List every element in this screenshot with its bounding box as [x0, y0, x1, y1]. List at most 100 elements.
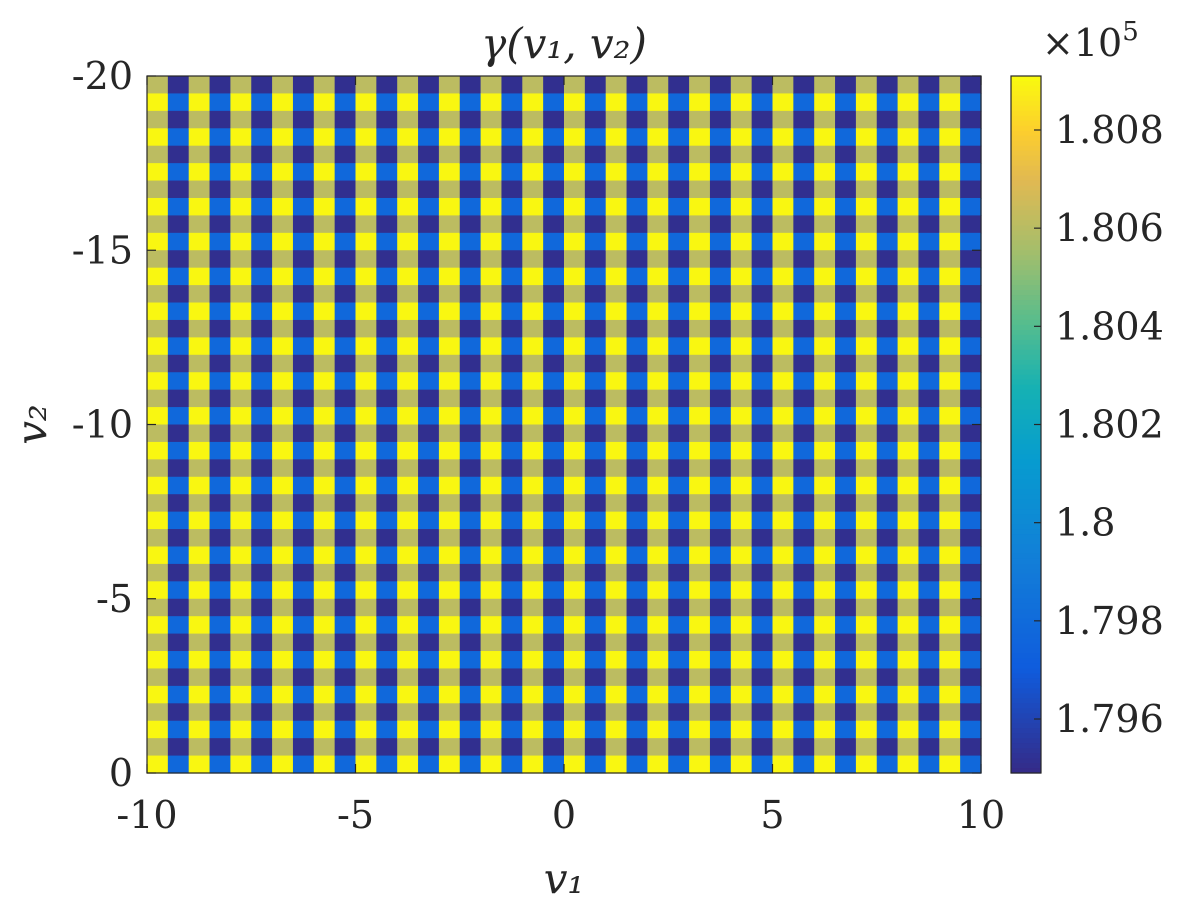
heatmap-cell — [355, 389, 377, 408]
heatmap-cell — [522, 93, 544, 112]
heatmap-cell — [835, 128, 857, 147]
heatmap-cell — [939, 459, 961, 478]
heatmap-cell — [313, 302, 336, 321]
heatmap-cell — [438, 598, 461, 617]
heatmap-cell — [543, 738, 565, 757]
heatmap-cell — [876, 581, 899, 600]
heatmap-cell — [313, 529, 336, 548]
colorbar-segment — [1011, 758, 1041, 764]
colorbar-segment — [1011, 608, 1041, 615]
heatmap-cell — [209, 93, 231, 112]
heatmap-cell — [793, 651, 815, 670]
heatmap-cell — [960, 372, 982, 391]
heatmap-cell — [438, 285, 461, 304]
heatmap-cell — [772, 685, 794, 704]
heatmap-cell — [334, 337, 357, 356]
heatmap-cell — [751, 529, 774, 548]
heatmap-cell — [292, 633, 315, 652]
heatmap-cell — [605, 563, 628, 582]
heatmap-cell — [167, 581, 190, 600]
heatmap-cell — [376, 319, 398, 338]
heatmap-cell — [793, 302, 815, 321]
heatmap-cell — [730, 546, 753, 565]
heatmap-cell — [793, 215, 815, 234]
heatmap-cell — [188, 215, 211, 234]
heatmap-cell — [605, 511, 628, 530]
heatmap-cell — [960, 668, 982, 687]
heatmap-cell — [501, 76, 523, 95]
heatmap-cell — [543, 720, 565, 739]
heatmap-cell — [876, 720, 899, 739]
heatmap-cell — [501, 319, 523, 338]
heatmap-cell — [397, 250, 419, 269]
heatmap-cell — [772, 616, 794, 635]
heatmap-cell — [480, 720, 503, 739]
heatmap-cell — [292, 529, 315, 548]
heatmap-cell — [918, 197, 940, 217]
heatmap-cell — [709, 651, 732, 670]
heatmap-cell — [376, 232, 398, 251]
heatmap-cell — [230, 145, 252, 164]
heatmap-cell — [584, 703, 607, 722]
heatmap-cell — [167, 93, 190, 112]
heatmap-cell — [835, 267, 857, 286]
heatmap-cell — [167, 302, 190, 321]
heatmap-cell — [689, 389, 711, 408]
heatmap-cell — [313, 651, 336, 670]
heatmap-cell — [355, 598, 377, 617]
x-tick-label: 0 — [552, 793, 576, 837]
heatmap-cell — [668, 76, 690, 95]
heatmap-cell — [814, 407, 836, 426]
heatmap-cell — [251, 389, 273, 408]
heatmap-cell — [918, 76, 940, 95]
heatmap-cell — [626, 407, 648, 426]
heatmap-cell — [939, 441, 961, 460]
heatmap-cell — [418, 738, 440, 757]
heatmap-cell — [564, 685, 586, 704]
heatmap-cell — [397, 372, 419, 391]
heatmap-cell — [960, 110, 982, 129]
heatmap-cell — [876, 511, 899, 530]
heatmap-cell — [605, 215, 628, 234]
colorbar-tick-label: 1.8 — [1055, 501, 1115, 545]
heatmap-cell — [251, 441, 273, 460]
heatmap-cell — [584, 337, 607, 356]
heatmap-cell — [876, 529, 899, 548]
heatmap-cell — [334, 76, 357, 95]
heatmap-cell — [480, 494, 503, 513]
heatmap-cell — [418, 476, 440, 495]
heatmap-cell — [522, 563, 544, 582]
heatmap-cell — [814, 476, 836, 495]
heatmap-cell — [355, 633, 377, 652]
heatmap-cell — [689, 337, 711, 356]
heatmap-cell — [564, 581, 586, 600]
heatmap-cell — [605, 128, 628, 147]
heatmap-cell — [167, 232, 190, 251]
heatmap-cell — [147, 755, 169, 774]
heatmap-cell — [772, 319, 794, 338]
heatmap-cell — [814, 372, 836, 391]
heatmap-cell — [751, 76, 774, 95]
heatmap-cell — [272, 163, 294, 182]
heatmap-cell — [147, 511, 169, 530]
heatmap-cell — [522, 633, 544, 652]
heatmap-cell — [418, 267, 440, 286]
colorbar-segment — [1011, 354, 1041, 361]
heatmap-cell — [272, 441, 294, 460]
heatmap-cell — [272, 494, 294, 513]
heatmap-cell — [751, 389, 774, 408]
heatmap-cell — [501, 703, 523, 722]
heatmap-cell — [418, 285, 440, 304]
y-tick-label: -15 — [72, 228, 133, 272]
heatmap-cell — [855, 372, 878, 391]
heatmap-cell — [626, 668, 648, 687]
heatmap-cell — [584, 354, 607, 373]
heatmap-cell — [522, 302, 544, 321]
heatmap-cell — [709, 407, 732, 426]
heatmap-cell — [772, 529, 794, 548]
heatmap-cell — [313, 319, 336, 338]
heatmap-cell — [897, 215, 920, 234]
colorbar-tick-label: 1.798 — [1055, 599, 1164, 643]
heatmap-cell — [626, 755, 648, 774]
heatmap-cell — [272, 337, 294, 356]
